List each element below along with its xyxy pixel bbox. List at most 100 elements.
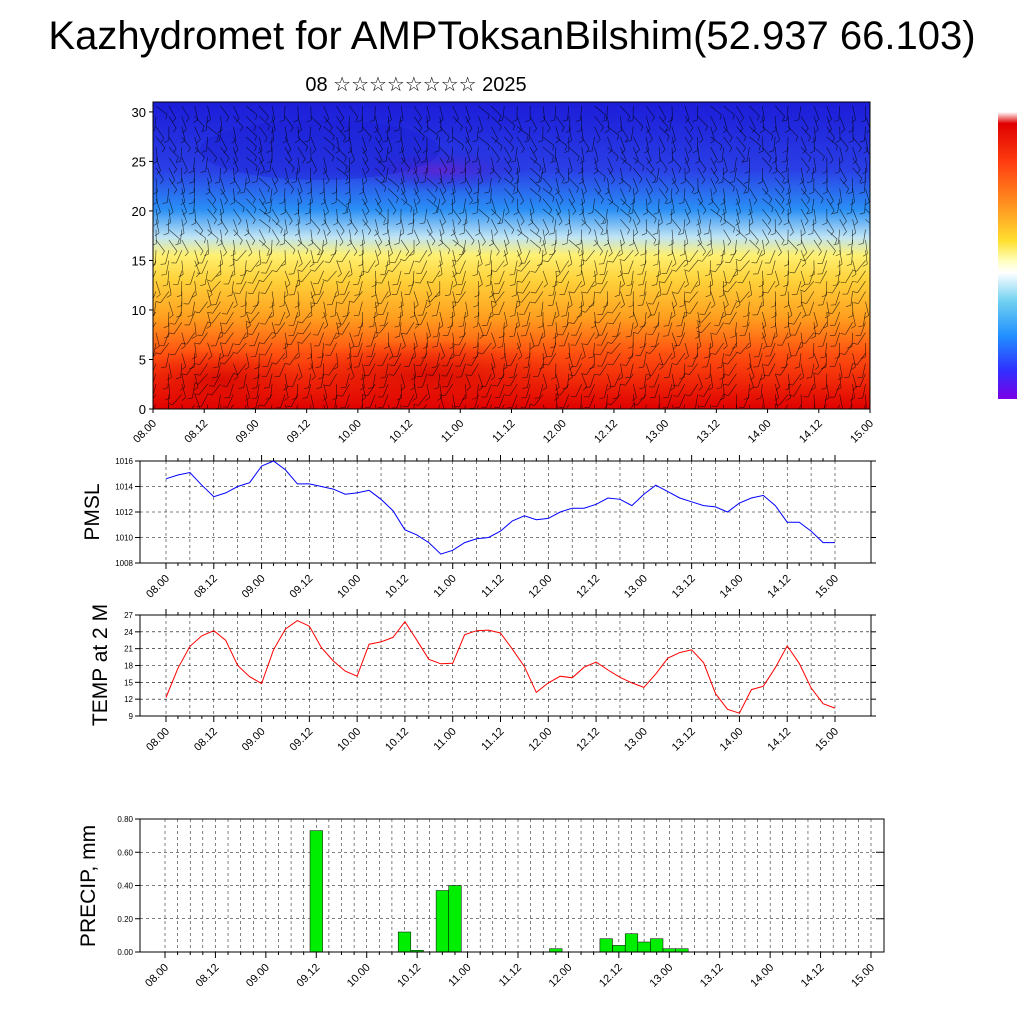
wind-barb bbox=[243, 373, 247, 388]
wind-barb-flag bbox=[374, 304, 379, 309]
wind-barb-flag bbox=[479, 335, 484, 339]
wind-barb-flag bbox=[757, 135, 761, 141]
wind-barb-flag bbox=[279, 119, 285, 122]
wind-barb-flag bbox=[410, 207, 413, 213]
wind-barb-flag bbox=[492, 345, 497, 350]
wind-barb bbox=[850, 291, 853, 306]
wind-barb bbox=[220, 198, 225, 213]
wind-barb bbox=[173, 322, 183, 335]
wind-barb-flag bbox=[413, 413, 418, 415]
wind-barb bbox=[762, 270, 764, 285]
wind-barb bbox=[813, 208, 817, 223]
y-tick-label: 25 bbox=[132, 154, 146, 169]
wind-barb-flag bbox=[536, 315, 542, 318]
wind-barb-flag bbox=[265, 212, 271, 214]
wind-barb bbox=[529, 147, 538, 160]
wind-barb-flag bbox=[874, 229, 876, 234]
wind-barb-flag bbox=[294, 212, 299, 216]
wind-barb-flag bbox=[425, 119, 431, 123]
wind-barbs bbox=[153, 105, 876, 421]
wind-barb-flag bbox=[835, 253, 841, 257]
wind-barb-flag bbox=[787, 314, 793, 319]
wind-barb-flag bbox=[556, 273, 561, 278]
wind-barb bbox=[839, 136, 849, 149]
wind-barb-flag bbox=[616, 134, 619, 140]
wind-barb-flag bbox=[491, 270, 497, 273]
wind-barb bbox=[787, 373, 791, 388]
wind-barb-flag bbox=[691, 188, 695, 194]
wind-barb bbox=[323, 219, 331, 232]
wind-barb bbox=[491, 157, 495, 172]
wind-barb bbox=[194, 146, 205, 158]
wind-barb bbox=[838, 229, 840, 244]
wind-barb-flag bbox=[664, 376, 670, 379]
wind-barb-flag bbox=[520, 200, 524, 205]
wind-barb-flag bbox=[438, 243, 443, 247]
wind-barb-flag bbox=[672, 345, 678, 350]
wind-barb bbox=[372, 373, 376, 388]
wind-barb bbox=[153, 373, 157, 384]
wind-barb-flag bbox=[542, 253, 547, 257]
wind-barb bbox=[478, 270, 483, 285]
wind-barb-flag bbox=[358, 130, 363, 133]
wind-barb bbox=[826, 126, 836, 139]
wind-barb bbox=[369, 394, 376, 408]
wind-barb bbox=[194, 229, 206, 239]
wind-barb-flag bbox=[727, 241, 732, 246]
wind-barb-flag bbox=[276, 241, 280, 246]
wind-barb bbox=[697, 311, 701, 326]
wind-barb bbox=[749, 363, 755, 377]
wind-barb bbox=[244, 404, 247, 409]
wind-barb bbox=[787, 301, 793, 316]
wind-barb bbox=[852, 219, 857, 234]
wind-barb bbox=[297, 208, 301, 223]
wind-barb-flag bbox=[735, 304, 741, 309]
wind-barb-flag bbox=[599, 251, 603, 256]
wind-barb bbox=[198, 383, 208, 396]
wind-barb bbox=[526, 363, 531, 378]
wind-barb bbox=[581, 157, 584, 172]
wind-barb bbox=[486, 322, 492, 336]
wind-barb bbox=[400, 188, 408, 202]
wind-barb-flag bbox=[724, 322, 730, 325]
wind-barb-flag bbox=[271, 270, 277, 272]
wind-barb-flag bbox=[730, 335, 736, 338]
wind-barb bbox=[516, 188, 524, 201]
wind-barb bbox=[439, 177, 447, 191]
wind-barb bbox=[666, 260, 673, 274]
wind-barb bbox=[747, 178, 750, 193]
wind-barb bbox=[357, 270, 363, 285]
wind-barb-flag bbox=[544, 418, 548, 421]
wind-barb-flag bbox=[742, 160, 748, 163]
wind-barb bbox=[375, 188, 381, 202]
wind-barb-flag bbox=[591, 284, 597, 288]
wind-barb bbox=[848, 363, 853, 378]
wind-barb bbox=[465, 208, 468, 223]
wind-barb bbox=[771, 260, 776, 275]
wind-barb-flag bbox=[260, 323, 266, 325]
wind-barb bbox=[265, 260, 273, 274]
wind-barb-flag bbox=[760, 253, 765, 257]
wind-barb-flag bbox=[745, 419, 750, 421]
wind-barb-flag bbox=[725, 354, 731, 356]
wind-barb-flag bbox=[633, 232, 638, 237]
wind-barb-flag bbox=[271, 362, 277, 365]
wind-barb bbox=[684, 157, 691, 171]
wind-barb-flag bbox=[651, 181, 657, 183]
wind-barb bbox=[258, 126, 268, 139]
wind-barb bbox=[336, 126, 346, 138]
wind-barb bbox=[710, 404, 711, 409]
x-tick-label: 14.12 bbox=[799, 962, 827, 990]
wind-barb bbox=[762, 198, 774, 208]
wind-barb bbox=[385, 167, 389, 182]
wind-barb bbox=[762, 229, 770, 243]
wind-barb bbox=[800, 146, 811, 158]
wind-barb-flag bbox=[666, 222, 672, 225]
wind-barb bbox=[362, 373, 365, 388]
wind-barb-flag bbox=[393, 129, 399, 132]
wind-barb-flag bbox=[387, 269, 393, 272]
wind-barb bbox=[620, 198, 631, 209]
wind-barb bbox=[439, 250, 443, 265]
wind-barb-flag bbox=[705, 294, 711, 298]
wind-barb bbox=[380, 291, 389, 304]
